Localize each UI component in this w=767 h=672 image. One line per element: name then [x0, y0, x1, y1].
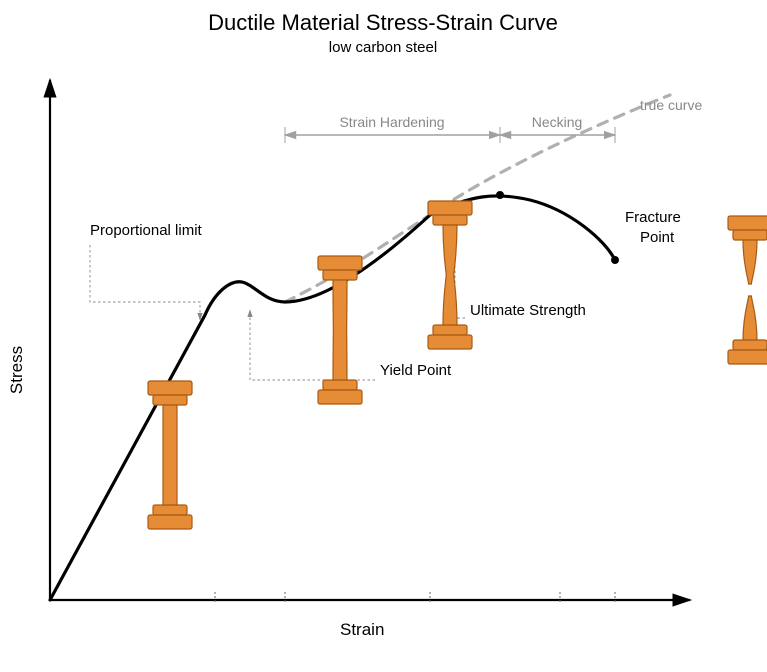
proportional-limit-leader	[90, 245, 200, 320]
true-curve-label: true curve	[640, 97, 702, 113]
specimen-3	[728, 216, 767, 364]
necking-label: Necking	[532, 114, 583, 130]
y-axis-label: Stress	[7, 346, 26, 394]
yield-point-label: Yield Point	[380, 362, 452, 379]
strain-hardening-label: Strain Hardening	[339, 114, 444, 130]
specimen-2	[428, 201, 472, 349]
ultimate-strength-label: Ultimate Strength	[470, 302, 586, 319]
proportional-limit-label: Proportional limit	[90, 222, 203, 239]
x-axis-label: Strain	[340, 620, 384, 639]
chart-subtitle: low carbon steel	[329, 39, 437, 56]
specimen-0	[148, 381, 192, 529]
fracture-point-label-2: Point	[640, 229, 675, 246]
specimen-1	[318, 256, 362, 404]
fracture-point-label-1: Fracture	[625, 209, 681, 226]
fracture-point	[611, 256, 619, 264]
ultimate-point	[496, 191, 504, 199]
chart-title: Ductile Material Stress-Strain Curve	[208, 10, 558, 35]
yield-point-leader	[250, 310, 375, 380]
